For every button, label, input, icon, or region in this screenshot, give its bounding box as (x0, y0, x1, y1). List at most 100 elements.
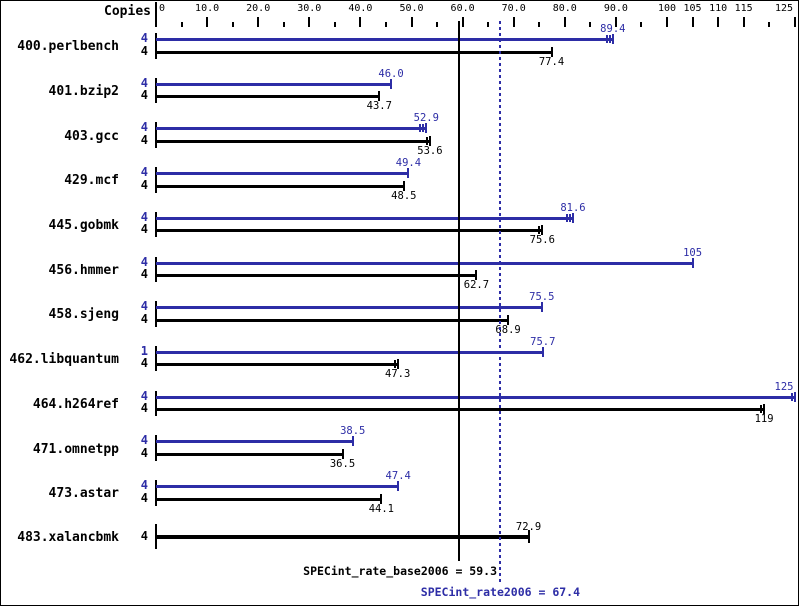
peak-value-label: 75.7 (530, 335, 556, 348)
base-bar (156, 452, 343, 456)
base-copies-label: 4 (140, 43, 148, 58)
axis-major-tick (308, 17, 311, 27)
axis-minor-tick (436, 22, 439, 27)
axis-minor-tick (768, 22, 771, 27)
axis-minor-tick (231, 22, 234, 27)
peak-value-label: 125 (774, 380, 794, 393)
run-mark (538, 226, 541, 235)
peak-value-label: 46.0 (378, 67, 404, 80)
benchmark-label: 462.libquantum (9, 352, 119, 368)
base-bar (156, 274, 477, 277)
base-copies-label: 4 (140, 132, 148, 147)
bar-end-tick (341, 448, 344, 459)
peak-value-label: 75.5 (529, 291, 555, 304)
bar-end-tick (351, 436, 354, 447)
bar-end-tick (378, 91, 381, 102)
base-copies-label: 4 (140, 356, 148, 371)
axis-tick-label: 60.0 (450, 3, 475, 14)
row-axis-segment (155, 480, 157, 506)
bar-end-tick (571, 212, 574, 223)
peak-bar (156, 350, 543, 354)
peak-copies-label: 4 (140, 209, 148, 224)
axis-tick-label: 105 (683, 3, 702, 14)
peak-value-label: 89.4 (600, 23, 626, 35)
benchmark-label: 445.gobmk (48, 218, 119, 234)
axis-major-tick (666, 17, 668, 27)
base-bar (156, 139, 430, 143)
row-axis-segment (155, 122, 157, 148)
bar-end-tick (380, 493, 383, 504)
base-value-label: 53.6 (417, 144, 443, 157)
reference-line-SPECint_rate_base2006 (458, 21, 461, 561)
peak-value-label: 52.9 (413, 112, 439, 125)
base-copies-label: 4 (140, 528, 148, 543)
peak-value-label: 49.4 (395, 157, 422, 170)
peak-copies-label: 4 (140, 165, 148, 180)
bar-end-tick (763, 404, 766, 415)
bar-end-tick (390, 78, 393, 89)
base-bar (156, 229, 543, 233)
base-value-label: 47.3 (385, 368, 411, 381)
axis-major-tick (410, 17, 413, 27)
axis-minor-tick (589, 22, 592, 27)
base-copies-label: 4 (140, 311, 148, 326)
axis-tick-label: 125 (774, 3, 794, 14)
axis-major-tick (206, 17, 209, 27)
axis-tick-label: 50.0 (399, 3, 424, 14)
axis-tick-label: 40.0 (348, 3, 373, 14)
reference-line-SPECint_rate2006 (499, 21, 502, 584)
axis-major-tick (461, 17, 464, 27)
axis-major-tick (717, 17, 720, 27)
row-axis-segment (155, 211, 157, 238)
axis-major-tick (742, 17, 745, 27)
base-bar (156, 95, 380, 99)
base-copies-label: 4 (140, 490, 148, 505)
peak-copies-label: 1 (140, 343, 148, 358)
peak-copies-label: 4 (140, 120, 148, 135)
base-copies-label: 4 (140, 401, 148, 416)
axis-tick-label: 80.0 (552, 3, 577, 14)
base-value-label: 43.7 (366, 100, 392, 113)
bar-end-tick (507, 314, 510, 325)
peak-copies-label: 4 (140, 388, 148, 403)
row-axis-segment (155, 301, 157, 327)
axis-major-tick (257, 17, 260, 27)
axis-tick-label: 0 (159, 3, 166, 14)
base-bar (156, 363, 398, 367)
peak-bar (156, 82, 392, 86)
peak-value-label: 38.5 (340, 425, 366, 438)
axis-tick-label: 110 (709, 3, 728, 14)
run-mark (419, 124, 422, 133)
axis-major-tick (512, 17, 515, 27)
axis-minor-tick (487, 22, 490, 27)
base-bar (156, 50, 552, 54)
bar-end-tick (527, 530, 530, 544)
row-axis-segment (155, 390, 157, 417)
run-mark (393, 360, 396, 369)
peak-mean-label: SPECint_rate2006 = 67.4 (420, 585, 581, 599)
axis-line (155, 2, 157, 27)
base-bar (156, 497, 382, 501)
axis-major-tick (793, 17, 796, 27)
base-bar (156, 318, 509, 322)
bar-end-tick (396, 359, 399, 370)
benchmark-label: 429.mcf (64, 173, 119, 189)
bar-end-tick (475, 270, 478, 280)
row-axis-segment (155, 435, 157, 461)
peak-bar (156, 306, 542, 310)
base-bar (156, 408, 765, 412)
peak-value-label: 81.6 (560, 201, 586, 214)
peak-copies-label: 4 (140, 478, 148, 492)
run-mark (425, 136, 428, 145)
axis-tick-label: 70.0 (501, 3, 526, 14)
axis-major-tick (614, 17, 617, 27)
bar-end-tick (691, 257, 694, 268)
row-axis-segment (155, 33, 157, 59)
peak-copies-label: 4 (140, 299, 148, 314)
base-copies-label: 4 (140, 88, 148, 103)
benchmark-label: 473.astar (48, 486, 119, 502)
run-mark (605, 35, 608, 43)
